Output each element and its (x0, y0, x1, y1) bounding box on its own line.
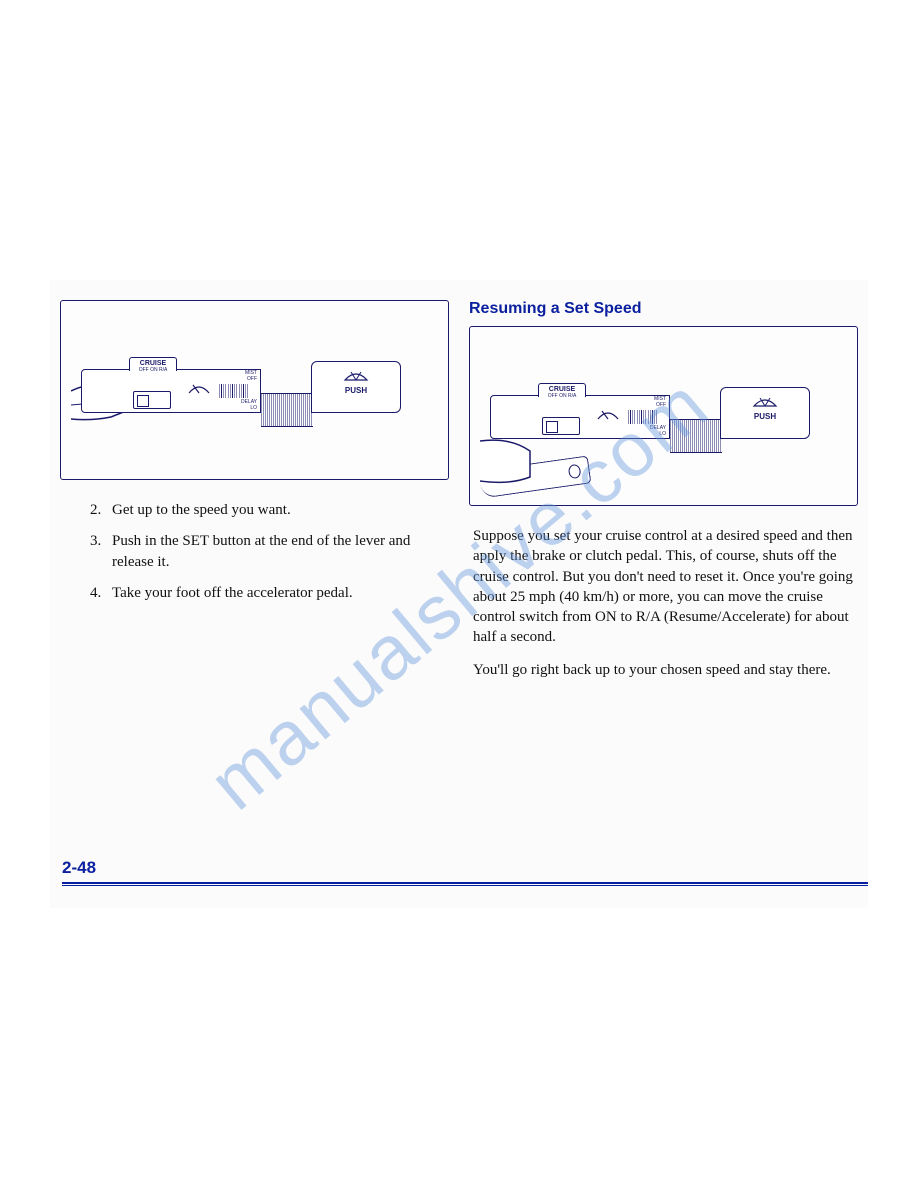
list-text: Get up to the speed you want. (112, 500, 291, 521)
list-text: Push in the SET button at the end of the… (112, 531, 449, 573)
windshield-icon (343, 368, 369, 382)
lo-label: LO (628, 432, 666, 438)
right-column: Resuming a Set Speed CRUISE OFF ON R/A M… (469, 300, 858, 692)
off-label: OFF (628, 403, 666, 409)
off-label: OFF (219, 377, 257, 383)
cruise-subtext: OFF ON R/A (130, 367, 176, 374)
paragraph: Suppose you set your cruise control at a… (469, 526, 858, 648)
paragraph: You'll go right back up to your chosen s… (469, 660, 858, 680)
cruise-lever-diagram-left: CRUISE OFF ON R/A MIST OFF DELAY LO (60, 300, 449, 480)
lever-shaft (261, 393, 313, 427)
list-item: 4. Take your foot off the accelerator pe… (90, 583, 449, 604)
page-number: 2-48 (62, 858, 96, 877)
cruise-label: CRUISE OFF ON R/A (129, 357, 177, 371)
footer-rule-thick (62, 882, 868, 884)
push-tab: PUSH (720, 387, 810, 439)
delay-labels: MIST OFF DELAY LO (628, 397, 666, 437)
instruction-list: 2. Get up to the speed you want. 3. Push… (60, 500, 449, 604)
list-number: 4. (90, 583, 112, 604)
cruise-switch-icon (542, 417, 580, 435)
footer-rule-thin (62, 885, 868, 886)
windshield-icon (752, 394, 778, 408)
wiper-icon (596, 405, 620, 423)
hand-base-icon (480, 437, 550, 487)
delay-labels: MIST OFF DELAY LO (219, 371, 257, 411)
wiper-icon (187, 379, 211, 397)
cruise-switch-icon (133, 391, 171, 409)
section-heading: Resuming a Set Speed (469, 300, 858, 318)
list-item: 3. Push in the SET button at the end of … (90, 531, 449, 573)
cruise-lever-diagram-right: CRUISE OFF ON R/A MIST OFF DELAY LO (469, 326, 858, 506)
cruise-subtext: OFF ON R/A (539, 393, 585, 400)
lever-shaft (670, 419, 722, 453)
push-tab: PUSH (311, 361, 401, 413)
list-number: 3. (90, 531, 112, 573)
manual-page: manualshive.com CRUISE OFF ON R/A (50, 280, 868, 908)
list-item: 2. Get up to the speed you want. (90, 500, 449, 521)
left-column: CRUISE OFF ON R/A MIST OFF DELAY LO (60, 300, 449, 692)
list-number: 2. (90, 500, 112, 521)
two-column-layout: CRUISE OFF ON R/A MIST OFF DELAY LO (50, 280, 868, 712)
page-footer: 2-48 (62, 858, 868, 886)
cruise-label: CRUISE OFF ON R/A (538, 383, 586, 397)
cruise-text: CRUISE (140, 360, 166, 367)
lo-label: LO (219, 406, 257, 412)
cruise-text: CRUISE (549, 386, 575, 393)
list-text: Take your foot off the accelerator pedal… (112, 583, 353, 604)
